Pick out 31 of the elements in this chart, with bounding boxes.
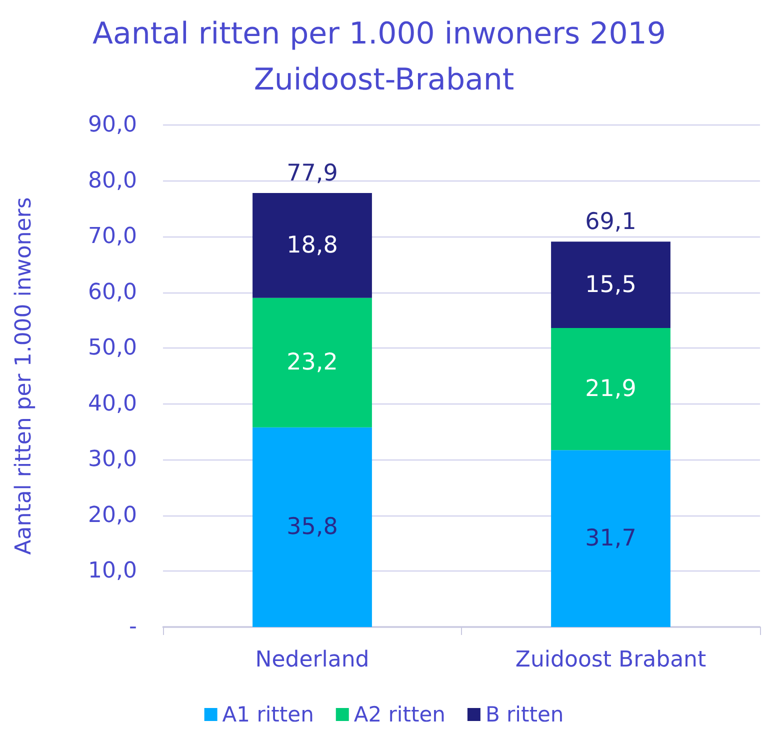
data-label: 15,5	[585, 272, 636, 298]
data-label: 23,2	[286, 350, 338, 376]
y-axis-title: Aantal ritten per 1.000 inwoners	[12, 197, 36, 555]
bar	[551, 450, 670, 627]
y-tick-label: 20,0	[88, 502, 137, 528]
legend-label: B ritten	[485, 702, 564, 726]
total-label: 69,1	[585, 209, 636, 236]
bar	[551, 328, 670, 450]
legend-label: A1 ritten	[222, 702, 314, 726]
x-tick-label: Zuidoost Brabant	[515, 648, 706, 672]
bar	[252, 298, 372, 428]
total-label: 77,9	[286, 160, 338, 187]
bar	[551, 242, 670, 328]
data-label: 21,9	[585, 376, 636, 402]
y-tick-label: 80,0	[88, 168, 137, 194]
x-tick-label: Nederland	[255, 648, 370, 672]
y-tick-label: 30,0	[88, 447, 137, 472]
chart-title: Aantal ritten per 1.000 inwoners 2019 Zuidoost-Brabant	[92, 16, 676, 98]
bar	[252, 193, 372, 298]
data-label: 31,7	[585, 526, 636, 552]
legend-label: A2 ritten	[354, 702, 446, 726]
y-tick-label: 50,0	[88, 336, 137, 361]
data-label: 35,8	[286, 514, 338, 540]
data-label: 18,8	[286, 232, 338, 258]
y-tick-label: 40,0	[88, 391, 137, 416]
y-tick-label: 10,0	[88, 558, 137, 584]
y-tick-label: 90,0	[88, 112, 137, 138]
y-tick-label: 60,0	[88, 280, 137, 305]
y-tick-label: 70,0	[88, 224, 137, 250]
y-tick-label: -	[129, 614, 137, 640]
bar	[252, 427, 372, 627]
